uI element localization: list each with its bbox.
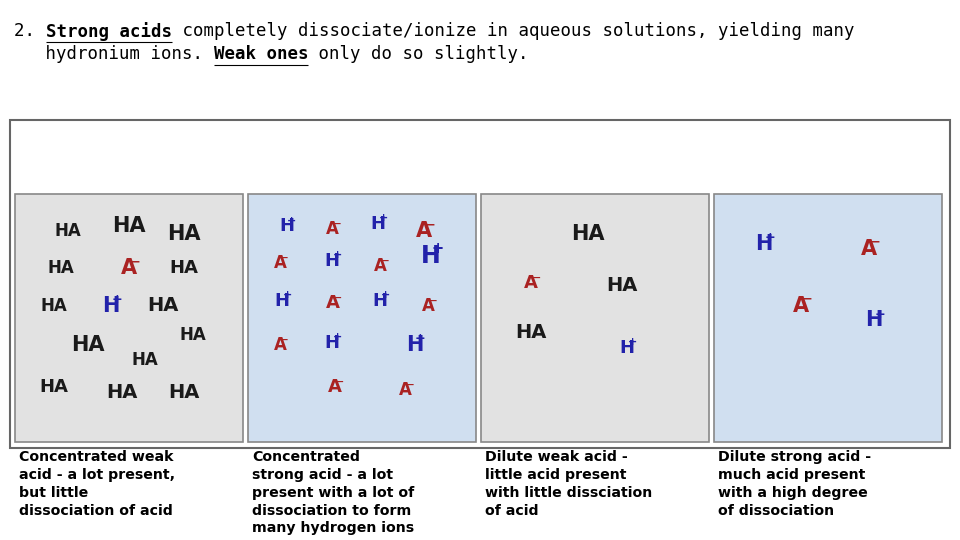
Text: HA: HA [39, 379, 68, 396]
Text: +: + [283, 290, 292, 300]
Text: Dilute weak acid -
little acid present
with little dissciation
of acid: Dilute weak acid - little acid present w… [485, 450, 652, 517]
Text: H: H [371, 215, 386, 233]
Text: −: − [280, 253, 289, 264]
Text: +: + [381, 290, 390, 300]
Text: HA: HA [107, 383, 138, 402]
Text: −: − [280, 335, 289, 345]
Text: H: H [406, 335, 423, 355]
Text: completely dissociate/ionize in aqueous solutions, yielding many: completely dissociate/ionize in aqueous … [172, 22, 854, 40]
Text: H: H [324, 252, 340, 270]
Text: −: − [802, 293, 812, 306]
Text: HA: HA [571, 224, 605, 244]
Text: A: A [399, 381, 412, 399]
Text: +: + [415, 332, 426, 346]
Text: +: + [875, 308, 885, 321]
Text: Weak ones: Weak ones [213, 45, 308, 63]
Text: A: A [524, 274, 539, 292]
Text: hydronium ions.: hydronium ions. [14, 45, 213, 63]
Text: A: A [793, 295, 808, 315]
Text: A: A [274, 336, 286, 354]
Text: −: − [333, 293, 343, 302]
Text: −: − [406, 380, 415, 390]
Text: A: A [373, 257, 387, 275]
Bar [714, 194, 942, 442]
Text: 2.: 2. [14, 22, 45, 40]
Text: A: A [326, 220, 339, 238]
Text: A: A [325, 294, 339, 312]
Text: −: − [424, 218, 435, 231]
Text: Strong acids: Strong acids [45, 22, 172, 41]
Text: +: + [628, 337, 636, 347]
Text: H: H [865, 310, 882, 330]
Text: H: H [275, 292, 290, 309]
Bar [15, 194, 243, 442]
Text: A: A [861, 239, 877, 259]
Text: A: A [416, 221, 432, 241]
Text: −: − [381, 256, 390, 266]
Bar [10, 120, 950, 448]
Text: −: − [532, 273, 541, 283]
Bar [248, 194, 476, 442]
Text: Concentrated
strong acid - a lot
present with a lot of
dissociation to form
many: Concentrated strong acid - a lot present… [252, 450, 415, 535]
Text: HA: HA [169, 259, 198, 278]
Text: H: H [756, 234, 773, 254]
Bar [481, 194, 709, 442]
Text: H: H [102, 295, 119, 315]
Text: +: + [287, 215, 297, 226]
Text: +: + [431, 241, 444, 256]
Text: +: + [378, 213, 388, 223]
Text: HA: HA [148, 296, 179, 315]
Text: −: − [335, 377, 345, 387]
Text: H: H [279, 217, 295, 235]
Text: HA: HA [54, 222, 81, 240]
Text: HA: HA [40, 296, 67, 315]
Text: −: − [428, 295, 438, 306]
Text: A: A [421, 296, 435, 315]
Text: A: A [327, 379, 342, 396]
Text: HA: HA [180, 326, 206, 345]
Text: HA: HA [167, 224, 201, 244]
Text: Dilute strong acid -
much acid present
with a high degree
of dissociation: Dilute strong acid - much acid present w… [718, 450, 871, 517]
Text: H: H [420, 244, 441, 268]
Text: only do so slightly.: only do so slightly. [308, 45, 529, 63]
Text: HA: HA [132, 351, 158, 369]
Text: H: H [372, 292, 388, 309]
Text: −: − [333, 219, 342, 228]
Text: A: A [121, 259, 137, 279]
Text: HA: HA [607, 276, 638, 295]
Text: H: H [619, 339, 635, 357]
Text: H: H [324, 334, 340, 352]
Text: −: − [870, 235, 880, 248]
Text: Concentrated weak
acid - a lot present,
but little
dissociation of acid: Concentrated weak acid - a lot present, … [19, 450, 175, 517]
Text: HA: HA [112, 216, 146, 236]
Text: HA: HA [47, 259, 74, 278]
Text: HA: HA [516, 323, 547, 342]
Text: +: + [765, 231, 776, 244]
Text: A: A [274, 254, 286, 273]
Text: HA: HA [71, 335, 105, 355]
Text: −: − [130, 255, 140, 268]
Text: +: + [111, 293, 122, 306]
Text: HA: HA [168, 383, 200, 402]
Text: +: + [333, 251, 342, 260]
Text: +: + [333, 332, 342, 342]
